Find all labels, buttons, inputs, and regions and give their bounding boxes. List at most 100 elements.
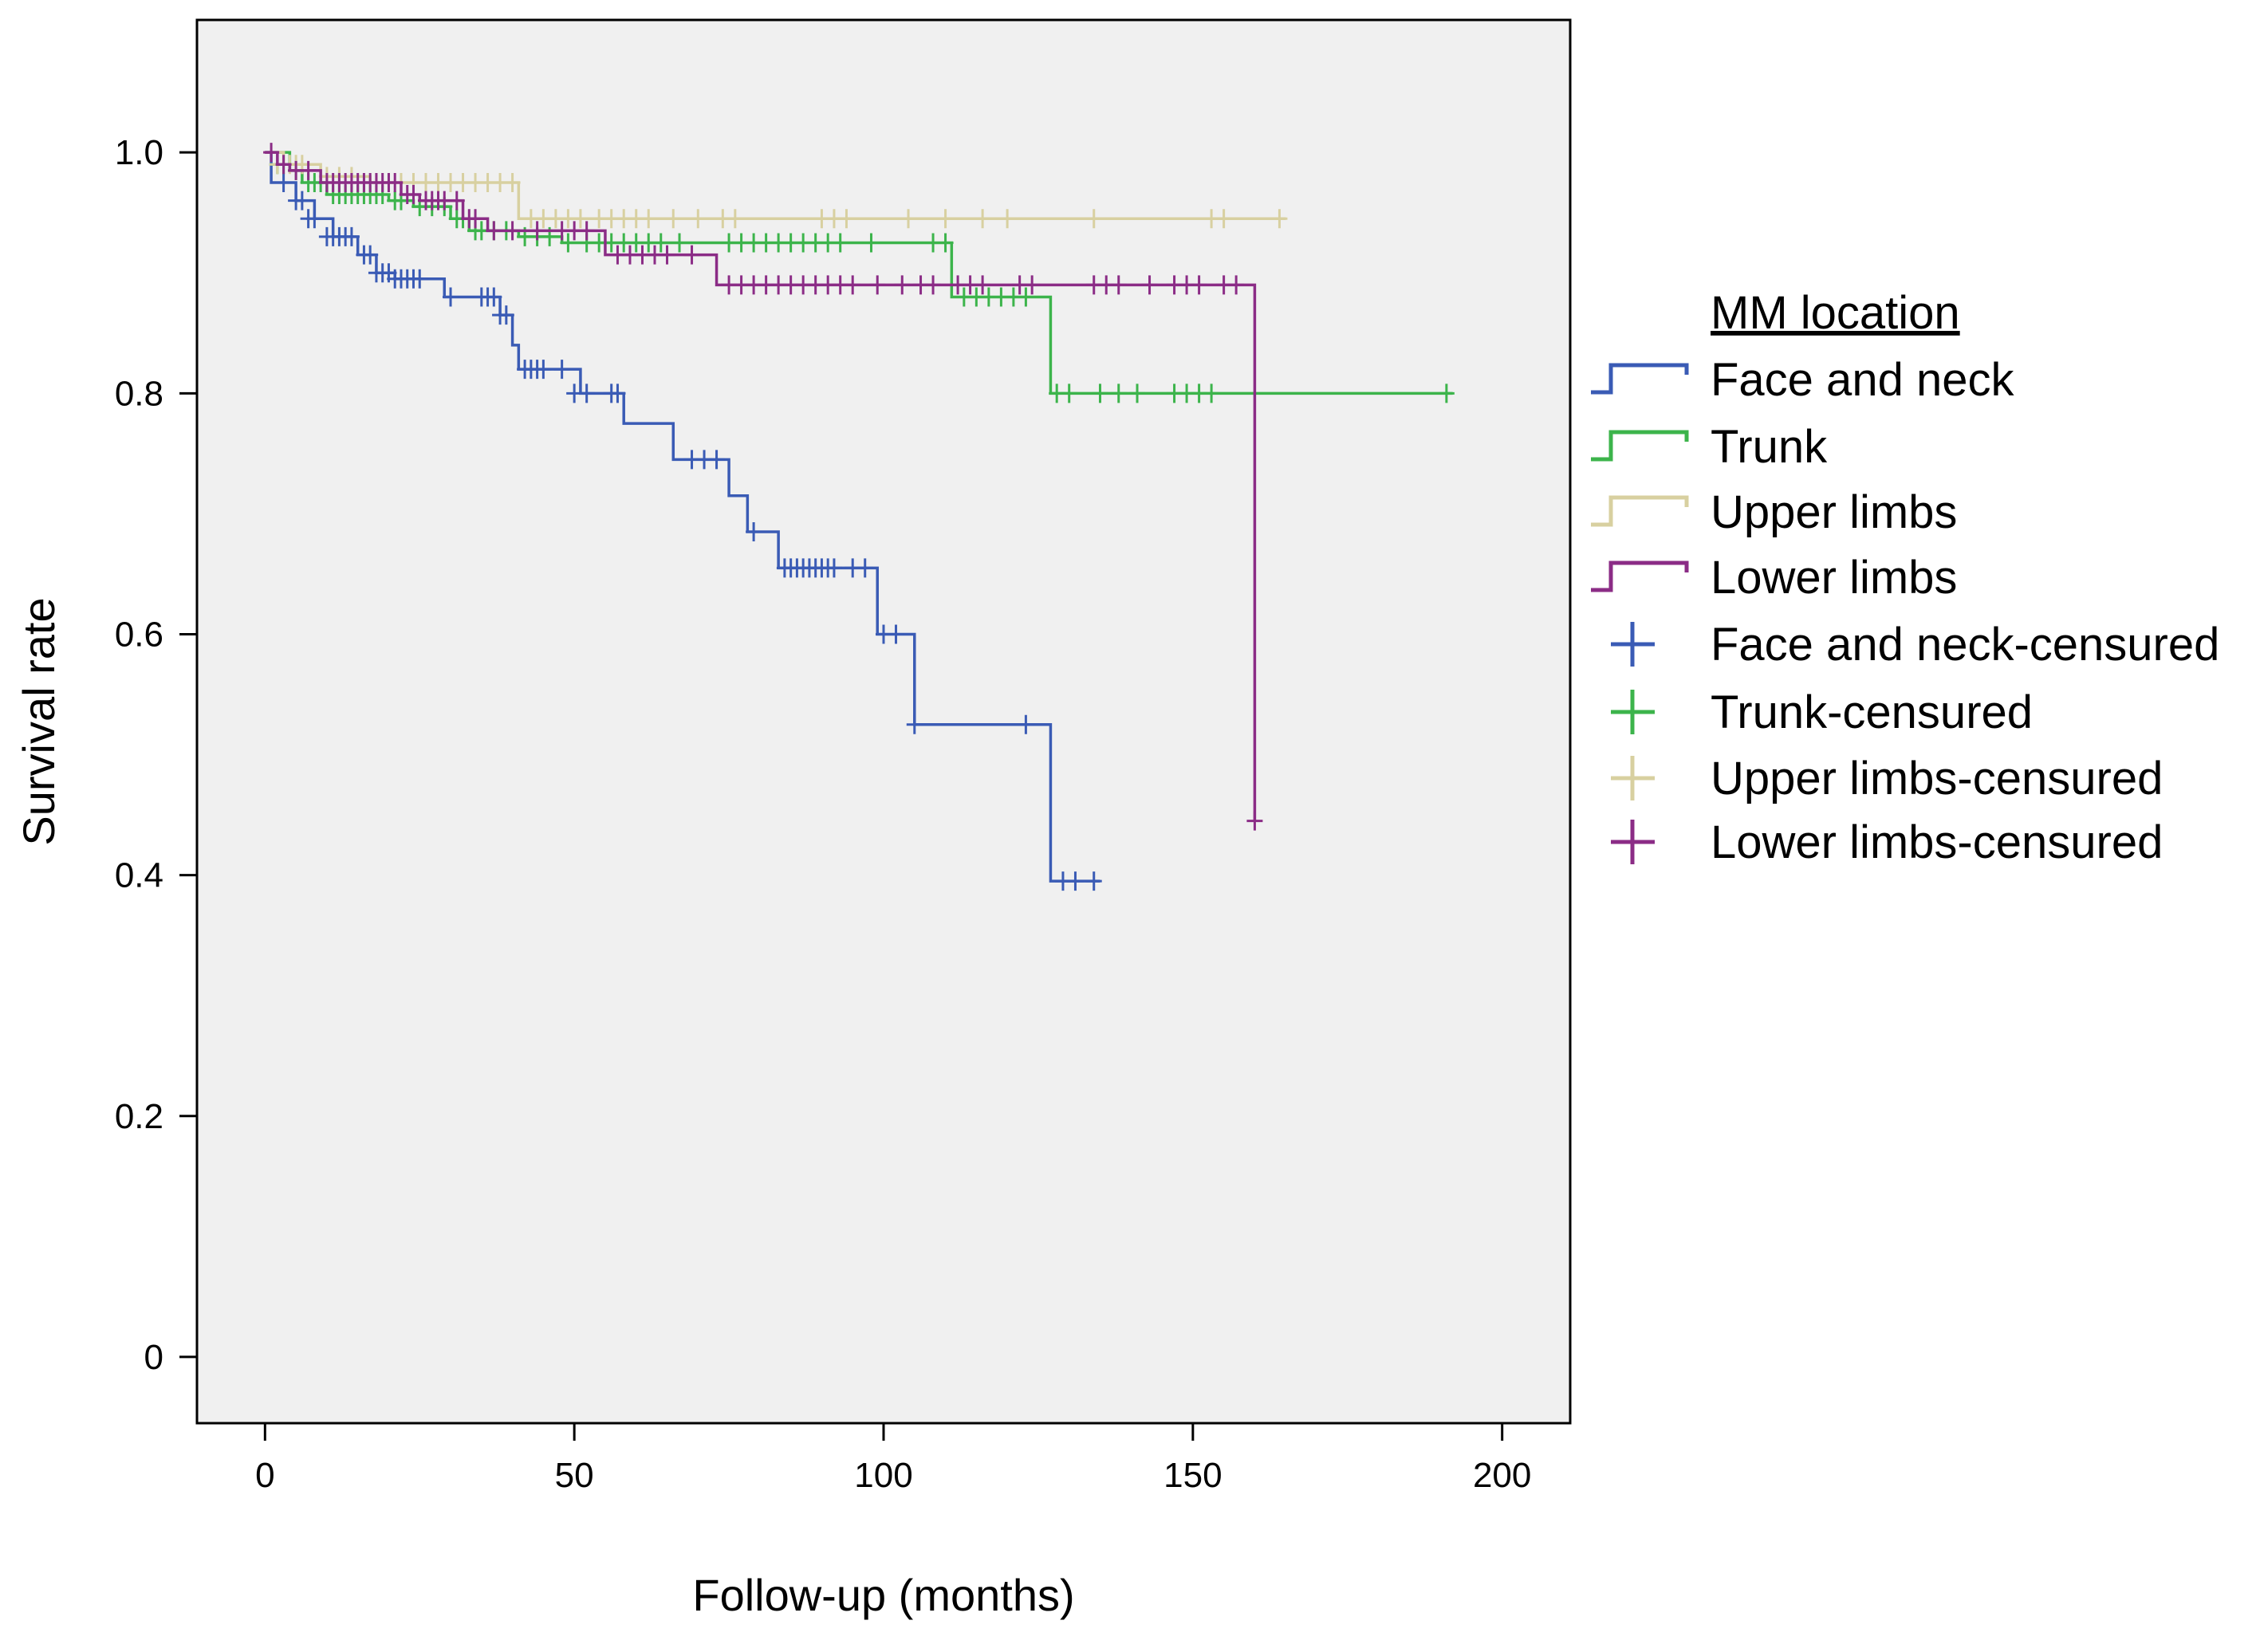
legend-swatch-censor (1611, 820, 1655, 864)
censor-mark (1024, 275, 1041, 295)
censor-mark (1110, 384, 1127, 403)
censor-mark (863, 233, 880, 253)
legend-entry-upper-limbs: Upper limbs (1591, 486, 1957, 538)
legend-label: Upper limbs-censured (1711, 753, 2163, 804)
censor-mark (900, 209, 917, 229)
censor-mark (838, 209, 855, 229)
censor-mark (1246, 811, 1263, 831)
censor-mark (560, 233, 577, 253)
censor-mark (1438, 384, 1455, 403)
legend-swatch-line (1591, 363, 1689, 395)
censor-mark (894, 275, 911, 295)
censor-mark (1228, 275, 1245, 295)
legend-title: MM location (1711, 287, 1960, 339)
censor-mark (411, 269, 428, 289)
censor-mark (1129, 384, 1146, 403)
axes: 0 50 100 150 200 0 0.2 0.4 0.6 0.8 1.0 (115, 133, 1532, 1495)
censor-mark (845, 275, 861, 295)
legend-entry-trunk: Trunk (1591, 421, 1828, 473)
censor-mark (937, 209, 954, 229)
legend-label: Trunk (1711, 421, 1828, 473)
censor-mark (832, 233, 848, 253)
y-tick-label: 0.4 (115, 856, 163, 895)
y-tick-label: 1.0 (115, 133, 163, 172)
survival-curve-trunk (265, 151, 1453, 395)
plot-area (195, 18, 1572, 1425)
censor-mark (387, 172, 404, 192)
y-tick-label: 0.2 (115, 1097, 163, 1136)
censor-mark (1018, 287, 1034, 307)
legend-swatch-censor (1611, 756, 1655, 800)
censor-mark (578, 221, 595, 241)
y-axis-title: Survival rate (14, 597, 64, 845)
censor-mark (343, 226, 360, 246)
censor-mark (609, 384, 626, 403)
legend-label: Lower limbs (1711, 552, 1957, 604)
y-tick-label: 0.6 (115, 615, 163, 654)
censor-mark (1141, 275, 1158, 295)
censor-mark (275, 172, 292, 192)
series-lower-limbs (263, 143, 1263, 831)
censor-mark (869, 275, 886, 295)
censor-mark (659, 245, 675, 265)
censor-mark (708, 450, 725, 470)
censor-mark (306, 209, 323, 229)
censor-mark (937, 233, 954, 253)
censor-mark (362, 245, 379, 265)
legend-label: Face and neck-censured (1711, 619, 2219, 671)
censor-mark (486, 287, 502, 307)
legend-swatch-line (1591, 430, 1689, 462)
censor-mark (726, 209, 743, 229)
censor-mark (263, 143, 280, 163)
censor-mark (888, 624, 904, 644)
censor-mark (1092, 384, 1108, 403)
censor-mark (535, 360, 552, 380)
legend-entry-face-and-neck: Face and neck (1591, 354, 2014, 406)
censor-mark (1061, 384, 1077, 403)
legend-label: Upper limbs (1711, 486, 1957, 538)
censor-mark (1191, 275, 1207, 295)
censor-mark (467, 209, 484, 229)
legend-entry-upper-limbs-censured: Upper limbs-censured (1611, 753, 2163, 804)
y-tick-label: 0.8 (115, 374, 163, 413)
censor-mark (504, 221, 521, 241)
censor-mark (275, 155, 292, 175)
x-tick-label: 100 (854, 1456, 912, 1495)
censor-mark (486, 221, 502, 241)
censor-mark (1067, 871, 1084, 891)
censor-mark (746, 522, 762, 542)
legend-label: Trunk-censured (1711, 686, 2033, 738)
censor-mark (448, 191, 465, 210)
censor-mark (652, 233, 669, 253)
legend-swatch-line (1591, 495, 1689, 527)
censor-mark (671, 233, 688, 253)
censor-mark (529, 221, 545, 241)
censor-mark (504, 172, 521, 192)
censor-mark (578, 384, 595, 403)
legend-entry-trunk-censured: Trunk-censured (1611, 686, 2033, 738)
censor-mark (665, 209, 682, 229)
censor-mark (1215, 209, 1232, 229)
x-tick-label: 50 (555, 1456, 594, 1495)
censor-mark (1110, 275, 1127, 295)
censor-mark (498, 305, 514, 325)
y-tick-label: 0 (144, 1338, 163, 1377)
legend-label: Lower limbs-censured (1711, 816, 2163, 868)
censor-mark (825, 558, 842, 578)
censor-mark (443, 287, 459, 307)
series-layer (263, 143, 1455, 891)
legend-swatch-censor (1611, 622, 1655, 667)
censor-mark (906, 714, 923, 734)
x-axis-title: Follow-up (months) (692, 1570, 1074, 1620)
censor-mark (925, 275, 942, 295)
censor-mark (856, 558, 873, 578)
legend-entry-face-and-neck-censured: Face and neck-censured (1611, 619, 2219, 671)
censor-mark (974, 209, 991, 229)
censor-mark (1203, 384, 1220, 403)
legend-label: Face and neck (1711, 354, 2014, 406)
censor-mark (974, 275, 991, 295)
legend: MM location Face and neck Trunk Upper limb… (1591, 287, 2219, 868)
series-face-and-neck (265, 151, 1102, 891)
censor-mark (690, 209, 707, 229)
legend-swatch-line (1591, 560, 1689, 592)
